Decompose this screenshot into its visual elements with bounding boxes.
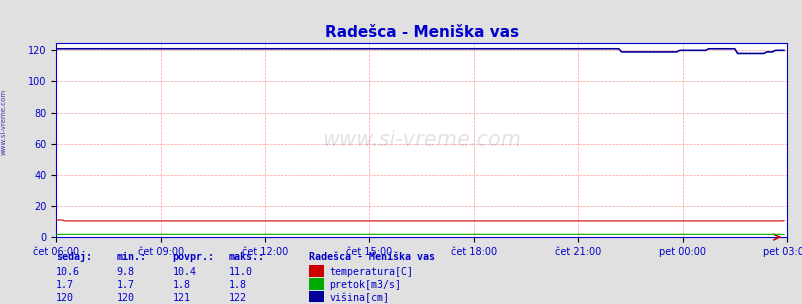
Text: www.si-vreme.com: www.si-vreme.com [1, 88, 7, 155]
Text: 10.6: 10.6 [56, 267, 80, 277]
Text: maks.:: maks.: [229, 252, 265, 262]
Text: 9.8: 9.8 [116, 267, 134, 277]
Text: 1.8: 1.8 [229, 280, 246, 290]
Text: 1.7: 1.7 [56, 280, 74, 290]
Title: Radešca - Meniška vas: Radešca - Meniška vas [324, 25, 518, 40]
Text: 121: 121 [172, 293, 190, 303]
Text: 10.4: 10.4 [172, 267, 196, 277]
Text: povpr.:: povpr.: [172, 252, 214, 262]
Text: 122: 122 [229, 293, 246, 303]
Text: pretok[m3/s]: pretok[m3/s] [329, 280, 401, 290]
Text: 120: 120 [116, 293, 134, 303]
Text: 1.8: 1.8 [172, 280, 190, 290]
Text: 120: 120 [56, 293, 74, 303]
Text: temperatura[C]: temperatura[C] [329, 267, 413, 277]
Text: Radešca - Meniška vas: Radešca - Meniška vas [309, 252, 435, 262]
Text: višina[cm]: višina[cm] [329, 292, 389, 303]
Text: sedaj:: sedaj: [56, 251, 92, 262]
Text: 11.0: 11.0 [229, 267, 253, 277]
Text: 1.7: 1.7 [116, 280, 134, 290]
Text: min.:: min.: [116, 252, 146, 262]
Text: www.si-vreme.com: www.si-vreme.com [322, 130, 520, 150]
